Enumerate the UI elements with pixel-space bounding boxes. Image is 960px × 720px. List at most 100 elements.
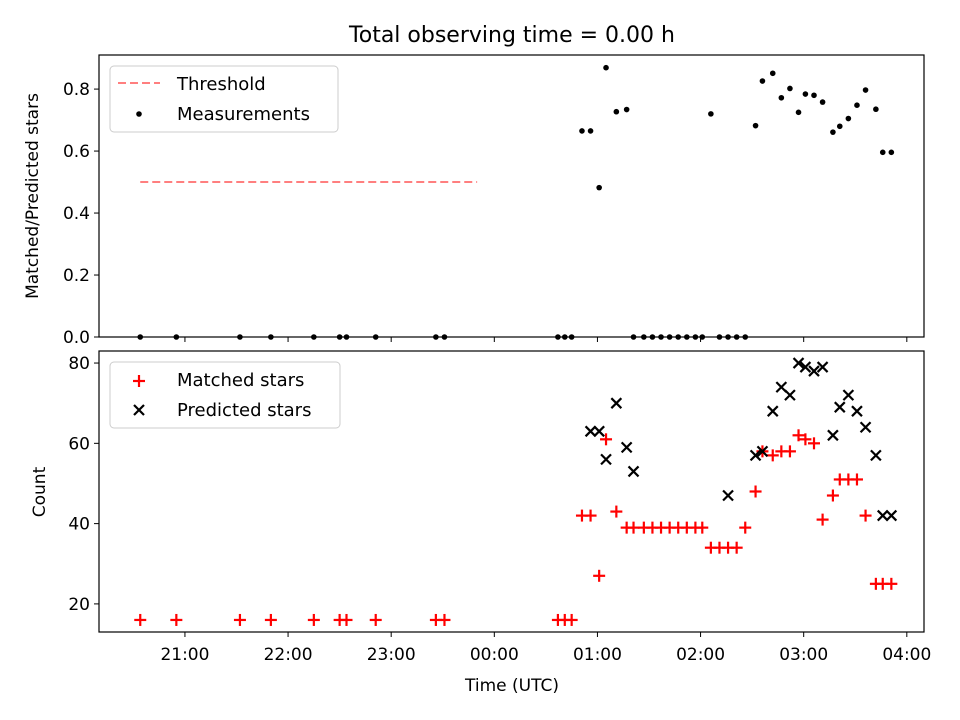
- legend-matched-swatch: [133, 375, 145, 387]
- measurement-point: [778, 94, 785, 101]
- matched-star-point: [749, 485, 762, 498]
- measurement-point: [787, 85, 793, 92]
- predicted-star-point: [593, 425, 605, 438]
- x-tick-label: 23:00: [367, 645, 416, 665]
- top-y-tick-label: 0.6: [63, 142, 90, 162]
- legend-measurements-swatch: [136, 111, 142, 117]
- bottom-y-axis: 20 40 60 80: [68, 354, 99, 615]
- measurement-point: [830, 129, 836, 135]
- bottom-panel: 20 40 60 80 21:00 22:00 23:00 00:00 01:00 02:00 0…: [30, 350, 931, 696]
- matched-star-point: [340, 613, 353, 626]
- top-y-axis-label: Matched/Predicted stars: [23, 93, 43, 299]
- matched-star-point: [307, 613, 320, 626]
- x-axis-label: Time (UTC): [464, 676, 559, 696]
- measurement-point: [579, 128, 585, 134]
- measurement-point: [613, 108, 620, 115]
- legend-measurements-label: Measurements: [177, 104, 310, 125]
- bottom-y-tick-label: 60: [68, 434, 90, 454]
- matched-star-point: [783, 445, 796, 458]
- measurement-point: [623, 106, 630, 113]
- x-tick-label: 21:00: [160, 645, 209, 665]
- predicted-star-point: [885, 509, 898, 522]
- predicted-star-point: [722, 489, 734, 502]
- predicted-star-point: [584, 425, 597, 438]
- measurement-point: [802, 91, 809, 97]
- top-y-tick-label: 0.8: [63, 80, 90, 100]
- predicted-star-point: [816, 361, 829, 373]
- measurement-point: [587, 128, 594, 134]
- predicted-star-point: [834, 401, 846, 413]
- x-tick-label: 22:00: [264, 645, 313, 665]
- matched-star-point: [565, 613, 578, 626]
- measurement-point: [819, 99, 826, 105]
- legend-predicted-label: Predicted stars: [177, 400, 311, 421]
- matched-star-point: [816, 513, 829, 526]
- measurement-point: [854, 102, 860, 109]
- x-tick-label: 02:00: [676, 645, 725, 665]
- top-panel: 0.00.20.40.60.8 Matched/Predicted stars …: [23, 54, 925, 348]
- measurement-point: [811, 92, 817, 99]
- predicted-star-point: [784, 389, 796, 401]
- bottom-legend: Matched stars Predicted stars: [109, 361, 341, 429]
- chart-title: Total observing time = 0.00 h: [348, 23, 675, 48]
- matched-star-point: [808, 437, 820, 450]
- predicted-star-point: [859, 421, 872, 434]
- predicted-star-point: [756, 445, 769, 458]
- legend-predicted-swatch: [133, 404, 145, 416]
- matched-star-point: [792, 429, 805, 442]
- matched-star-point: [730, 541, 743, 554]
- matched-star-point: [584, 509, 597, 522]
- predicted-star-point: [808, 365, 820, 377]
- x-tick-label: 01:00: [573, 645, 622, 665]
- predicted-star-point: [600, 453, 612, 466]
- predicted-star-point: [620, 441, 633, 454]
- measurement-point: [873, 106, 879, 113]
- bottom-legend-box: [109, 361, 341, 429]
- bottom-y-tick-label: 20: [68, 595, 90, 615]
- matched-star-point: [850, 473, 863, 486]
- matched-star-point: [859, 509, 872, 522]
- bottom-x-axis: 21:00 22:00 23:00 00:00 01:00 02:00 03:00 04:00: [160, 632, 931, 665]
- predicted-star-point: [851, 405, 863, 417]
- top-legend-box: [109, 65, 339, 133]
- measurement-point: [752, 122, 759, 129]
- predicted-star-point: [842, 389, 855, 401]
- top-axes-frame: [98, 54, 925, 338]
- measurement-point: [845, 115, 852, 122]
- top-y-tick-label: 0.4: [63, 204, 90, 224]
- measurement-point: [888, 149, 895, 156]
- legend-threshold-label: Threshold: [176, 74, 266, 95]
- matched-star-point: [170, 613, 183, 626]
- predicted-star-point: [827, 429, 839, 442]
- predicted-star-point: [766, 405, 779, 417]
- bottom-y-tick-label: 40: [68, 515, 90, 535]
- matched-star-point: [799, 433, 812, 446]
- bottom-y-axis-label: Count: [30, 466, 50, 517]
- top-y-axis: 0.0 0.2 0.4 0.6 0.8: [63, 80, 99, 348]
- measurement-point: [769, 70, 776, 77]
- measurement-point: [862, 87, 869, 93]
- predicted-star-point: [610, 397, 623, 409]
- measurement-point: [836, 123, 843, 130]
- x-tick-label: 00:00: [470, 645, 519, 665]
- top-x-axis: [184, 337, 908, 342]
- matched-star-point: [739, 521, 752, 534]
- legend-matched-label: Matched stars: [177, 370, 304, 391]
- bottom-y-tick-label: 80: [68, 354, 90, 374]
- measurement-point: [795, 109, 802, 116]
- matched-star-point: [610, 505, 623, 518]
- measurement-point: [879, 149, 886, 156]
- measurement-point: [596, 184, 602, 191]
- matched-star-point: [600, 433, 613, 446]
- predicted-star-point: [876, 509, 889, 522]
- matched-star-point: [766, 449, 779, 462]
- matched-star-point: [264, 613, 277, 626]
- matched-star-point: [885, 577, 898, 590]
- bottom-axes-frame: [98, 350, 925, 633]
- matched-star-point: [696, 521, 709, 534]
- predicted-star-point: [627, 465, 640, 478]
- measurement-point: [708, 111, 714, 117]
- measurement-point: [759, 78, 766, 84]
- matched-star-point: [826, 489, 839, 502]
